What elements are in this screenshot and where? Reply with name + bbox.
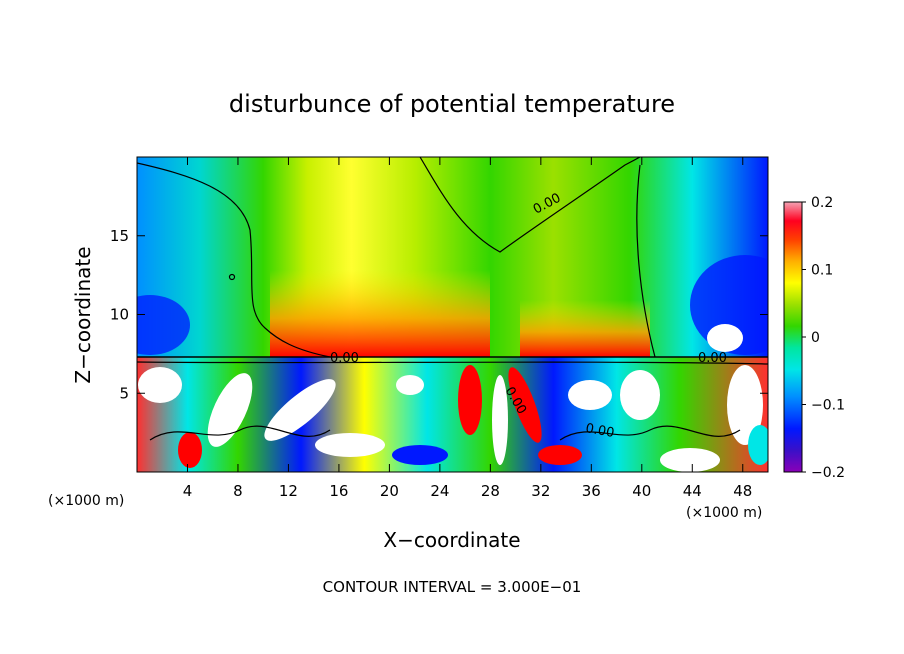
x-axis: 4 8 12 16 20 24 28 32 36 40 44 48: [183, 157, 752, 500]
contour-lines: [137, 157, 768, 441]
x-tick-label: 16: [329, 482, 348, 500]
colorbar-tick-label: −0.2: [811, 465, 845, 481]
x-tick-label: 24: [430, 482, 449, 500]
cold-pocket-left: [137, 295, 190, 355]
chart-title: disturbunce of potential temperature: [229, 90, 675, 118]
x-tick-label: 8: [233, 482, 243, 500]
contour-interval-note: CONTOUR INTERVAL = 3.000E−01: [323, 578, 582, 596]
x-axis-label: X−coordinate: [383, 528, 520, 552]
contour-label: 0.00: [584, 421, 615, 441]
contour-label: 0.00: [698, 351, 727, 366]
y-tick-label: 10: [110, 306, 129, 324]
warm-band-left: [270, 270, 490, 358]
colorbar: 0.2 0.1 0 −0.1 −0.2: [783, 195, 845, 481]
x-tick-label: 4: [183, 482, 193, 500]
x-tick-label: 40: [632, 482, 651, 500]
x-tick-label: 36: [582, 482, 601, 500]
x-tick-label: 44: [683, 482, 702, 500]
y-axis: 5 10 15: [110, 227, 768, 402]
cold-pocket-right: [690, 255, 768, 355]
colorbar-tick-label: 0: [811, 330, 820, 346]
x-unit-left: (×1000 m): [48, 493, 124, 509]
colorbar-gradient: [783, 201, 803, 473]
y-tick-label: 15: [110, 227, 129, 245]
contour-label: 0.00: [330, 351, 359, 366]
x-tick-label: 48: [733, 482, 752, 500]
colorbar-ticks: 0.2 0.1 0 −0.1 −0.2: [802, 195, 845, 481]
plot-area: 0.00 0.00 0.00 0.00 0.00: [137, 157, 768, 472]
cold-core-right: [707, 324, 743, 352]
x-unit-right: (×1000 m): [686, 505, 762, 521]
x-tick-label: 12: [279, 482, 298, 500]
y-tick-label: 5: [119, 384, 129, 402]
colorbar-tick-label: 0.2: [811, 195, 833, 211]
x-tick-label: 20: [380, 482, 399, 500]
x-tick-label: 28: [481, 482, 500, 500]
warm-band-right: [520, 300, 650, 358]
y-axis-label: Z−coordinate: [71, 246, 95, 383]
colorbar-tick-label: 0.1: [811, 263, 833, 279]
colorbar-tick-label: −0.1: [811, 398, 845, 414]
turbulent-patches: [138, 365, 768, 472]
x-tick-label: 32: [531, 482, 550, 500]
